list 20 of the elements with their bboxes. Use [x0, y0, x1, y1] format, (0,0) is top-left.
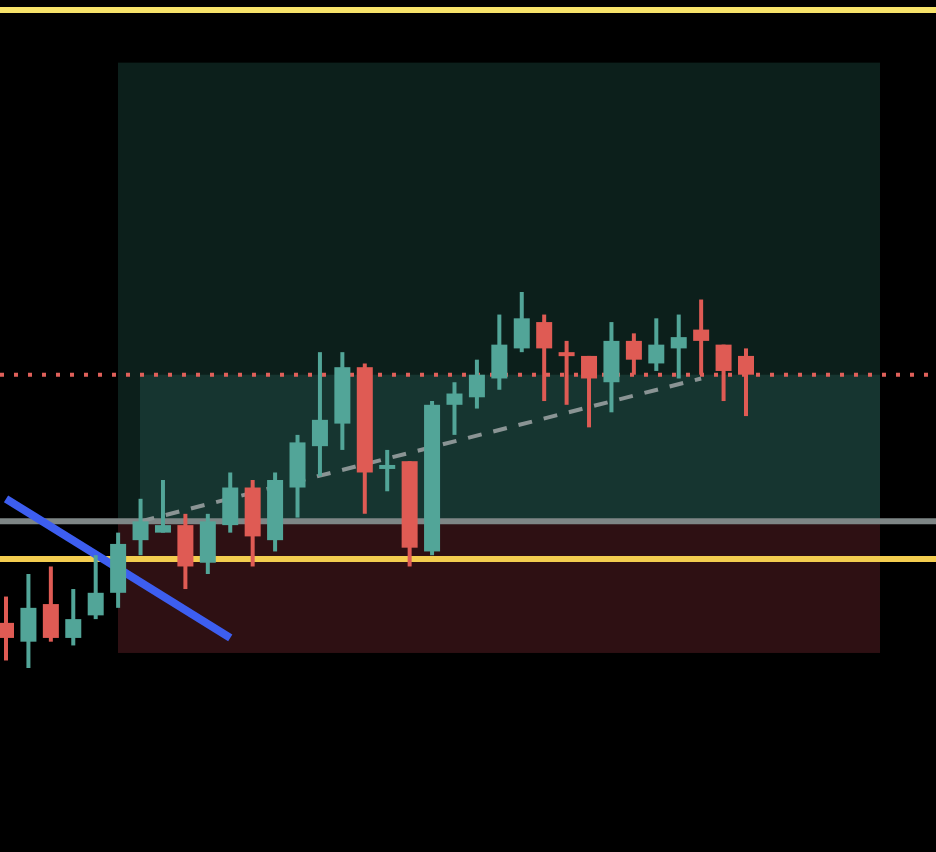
candlestick [42, 564, 59, 644]
candlestick [648, 316, 665, 373]
candlestick [603, 320, 620, 415]
candlestick [379, 447, 396, 494]
candlestick [513, 290, 530, 355]
candlestick [311, 350, 328, 479]
candlestick [177, 511, 194, 592]
candlestick [222, 470, 239, 535]
candlestick [199, 511, 216, 576]
candlestick [289, 432, 306, 520]
candlestick [670, 312, 687, 381]
candlestick [154, 478, 171, 535]
candlestick [132, 496, 149, 558]
candlestick [65, 587, 82, 648]
candlestick [491, 312, 508, 392]
candlestick [446, 380, 463, 437]
candlestick [468, 357, 485, 411]
candlestick [87, 553, 104, 622]
candlestick [0, 594, 14, 663]
candlestick [20, 572, 37, 670]
